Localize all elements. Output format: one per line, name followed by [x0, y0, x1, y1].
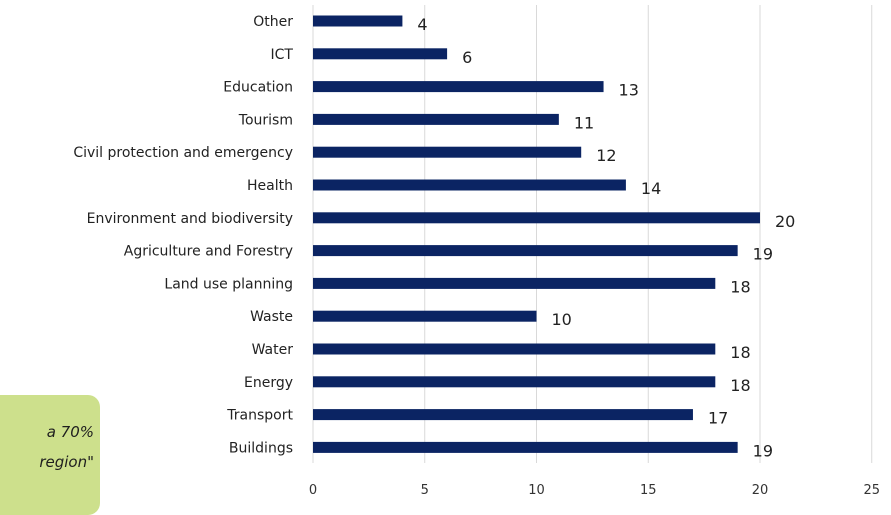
bar [313, 343, 716, 355]
bar [313, 179, 626, 191]
bar [313, 310, 537, 322]
bar [313, 277, 716, 289]
data-label: 19 [753, 441, 773, 460]
data-label: 14 [641, 179, 661, 198]
x-tick-label: 5 [421, 483, 429, 498]
data-label: 18 [730, 277, 750, 296]
bar [313, 113, 559, 125]
bar [313, 212, 760, 224]
data-label: 4 [417, 15, 427, 34]
data-label: 11 [574, 113, 594, 132]
data-label: 20 [775, 212, 795, 231]
data-label: 6 [462, 48, 472, 67]
bar [313, 81, 604, 93]
category-label: Energy [244, 375, 293, 391]
bar [313, 48, 448, 60]
category-label: ICT [271, 47, 294, 63]
category-labels: Other ICT Education Tourism Civil protection… [73, 14, 293, 456]
category-label: Transport [226, 408, 293, 424]
data-label: 19 [753, 245, 773, 264]
category-label: Other [253, 14, 293, 30]
x-tick-label: 10 [528, 483, 545, 498]
bar [313, 245, 738, 257]
category-label: Water [252, 342, 294, 358]
category-label: Land use planning [164, 276, 293, 292]
x-tick-label: 25 [863, 483, 880, 498]
gridlines [312, 5, 873, 463]
data-label: 18 [730, 343, 750, 362]
category-label: Health [247, 178, 293, 194]
category-label: Education [223, 80, 293, 96]
bar [313, 441, 738, 453]
data-label: 13 [619, 81, 639, 100]
bar [313, 15, 403, 27]
x-tick-label: 20 [752, 483, 769, 498]
bar-chart: Other ICT Education Tourism Civil protection… [73, 5, 880, 498]
data-label: 12 [596, 146, 616, 165]
bar [313, 146, 582, 158]
quote-callout: a 70% region" [0, 395, 100, 515]
quote-line-2: region" [39, 453, 94, 471]
category-label: Environment and biodiversity [87, 211, 293, 227]
category-label: Civil protection and emergency [73, 145, 293, 161]
x-axis-ticks: 0 5 10 15 20 25 [309, 483, 880, 498]
category-label: Tourism [238, 112, 293, 128]
category-label: Agriculture and Forestry [124, 244, 293, 260]
data-label: 10 [552, 310, 572, 329]
bars [313, 15, 760, 453]
data-label: 18 [730, 376, 750, 395]
bar [313, 376, 716, 388]
category-label: Waste [250, 309, 293, 325]
data-label: 17 [708, 409, 728, 428]
quote-line-1: a 70% [46, 423, 94, 441]
x-tick-label: 15 [640, 483, 657, 498]
bar [313, 409, 693, 421]
x-tick-label: 0 [309, 483, 317, 498]
category-label: Buildings [229, 440, 293, 456]
